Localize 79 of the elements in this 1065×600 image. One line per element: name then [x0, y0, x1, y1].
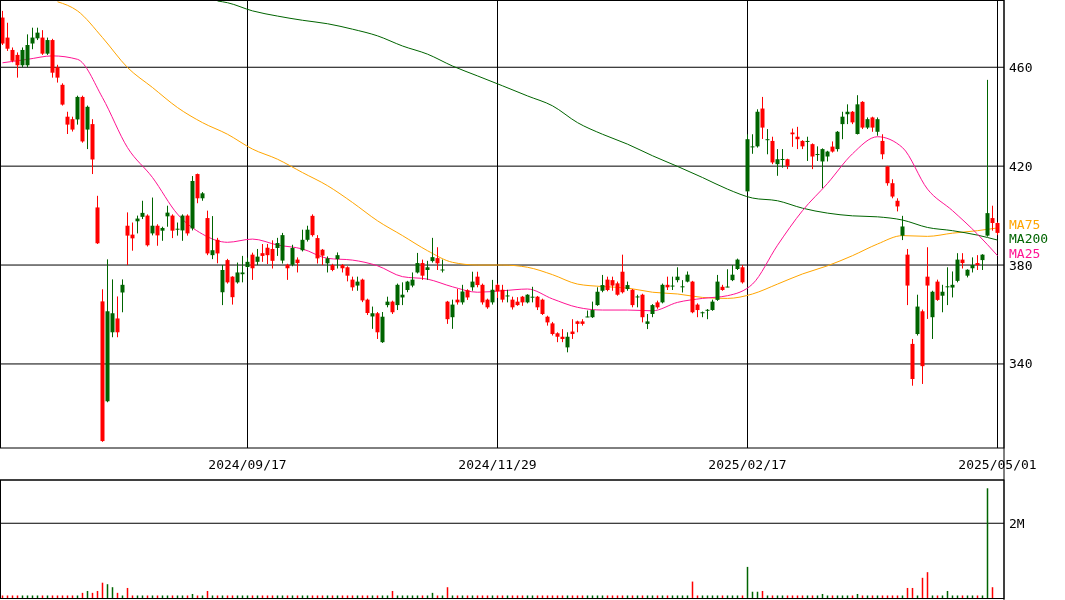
candlestick [140, 200, 145, 220]
line-series [57, 1, 998, 299]
candlestick [805, 136, 810, 162]
candlestick [40, 29, 45, 56]
y-tick-label: 420 [1009, 158, 1033, 174]
candlestick [445, 300, 450, 325]
x-tick-label: 2024/09/17 [208, 456, 287, 472]
candlestick [425, 260, 430, 281]
candlestick [215, 237, 220, 264]
candlestick [85, 105, 90, 150]
candlestick [715, 274, 720, 302]
candlestick [765, 128, 770, 155]
candlestick [595, 286, 600, 307]
candlestick [420, 259, 425, 281]
candlestick [150, 197, 155, 236]
candlestick [810, 142, 815, 170]
candlestick [740, 264, 745, 285]
candlestick [115, 295, 120, 338]
candlestick [120, 278, 125, 313]
series-label: MA75 [1009, 216, 1041, 232]
candlestick [300, 229, 305, 252]
candlestick [660, 283, 665, 304]
candlestick [770, 136, 775, 165]
candlestick [875, 116, 880, 137]
candlestick [835, 130, 840, 153]
candlestick [270, 239, 275, 270]
candlestick [210, 215, 215, 260]
candlestick [75, 95, 80, 126]
candlestick [840, 111, 845, 140]
x-tick-label: 2025/02/17 [708, 456, 787, 472]
candlestick [680, 279, 685, 293]
candlestick [880, 133, 885, 160]
candlestick [430, 237, 435, 264]
candlestick [415, 252, 420, 274]
candlestick [370, 306, 375, 330]
y-tick-label: 460 [1009, 59, 1033, 75]
candlestick [375, 311, 380, 340]
candlestick [290, 244, 295, 267]
candlestick [565, 331, 570, 353]
candlestick [670, 276, 675, 291]
y-tick-label: 2M [1009, 515, 1025, 531]
candlestick [640, 293, 645, 323]
candlestick [60, 82, 65, 107]
candlestick [180, 213, 185, 242]
candlestick [15, 51, 20, 79]
candlestick [240, 255, 245, 283]
candlestick [5, 22, 10, 52]
candlestick [950, 270, 955, 298]
line-series [217, 0, 998, 241]
candlestick [725, 268, 730, 288]
candlestick [25, 33, 30, 68]
candlestick [935, 279, 940, 302]
candlestick [760, 96, 765, 140]
candlestick [955, 252, 960, 283]
candlestick [220, 264, 225, 306]
candlestick [630, 288, 635, 308]
candlestick [705, 308, 710, 320]
candlestick [990, 205, 995, 232]
candlestick [155, 223, 160, 247]
candlestick [435, 246, 440, 271]
candlestick [460, 284, 465, 306]
x-tick-label: 2025/05/01 [958, 456, 1037, 472]
candlestick [490, 279, 495, 306]
candlestick [310, 213, 315, 238]
candlestick [185, 213, 190, 237]
candlestick [985, 79, 990, 238]
candlestick [780, 148, 785, 169]
candlestick [360, 278, 365, 303]
candlestick [940, 284, 945, 313]
candlestick [890, 178, 895, 199]
candlestick [620, 254, 625, 294]
candlestick [925, 246, 930, 320]
candlestick [170, 213, 175, 239]
candlestick [30, 27, 35, 50]
series-label: MA200 [1009, 231, 1049, 247]
y-tick-label: 340 [1009, 356, 1033, 372]
x-tick-label: 2024/11/29 [458, 456, 537, 472]
candlestick [450, 299, 455, 330]
candlestick [250, 252, 255, 281]
